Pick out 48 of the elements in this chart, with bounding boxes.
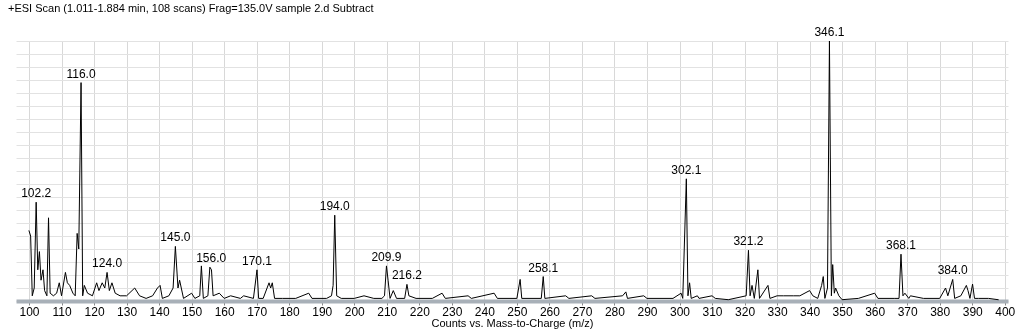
x-tick-label: 190 [312, 304, 333, 319]
x-tick-label: 170 [247, 304, 268, 319]
x-tick-label: 260 [539, 304, 561, 319]
annotation: 116.0 [66, 66, 96, 81]
x-tick-label: 130 [117, 304, 138, 319]
x-tick-label: 350 [832, 304, 853, 319]
chart-title: +ESI Scan (1.011-1.884 min, 108 scans) Frag=135.0V sample 2.d Subtract [8, 2, 374, 14]
x-tick-label: 370 [897, 304, 919, 319]
annotation: 216.2 [391, 268, 423, 283]
x-tick-label: 380 [930, 304, 951, 319]
x-tick-label: 240 [474, 304, 496, 319]
x-tick-label: 310 [702, 304, 723, 319]
annotation: 209.9 [371, 249, 402, 264]
x-tick-label: 270 [572, 304, 593, 319]
x-tick-label: 120 [84, 304, 105, 319]
annotation: 302.1 [671, 162, 702, 177]
annotation: 170.1 [241, 253, 273, 268]
x-tick-label: 220 [409, 304, 431, 319]
annotation: 145.0 [160, 230, 191, 245]
x-tick-label: 210 [377, 304, 398, 319]
annotation: 156.0 [196, 251, 227, 266]
annotation: 321.2 [733, 234, 764, 249]
x-tick-label: 340 [800, 304, 821, 319]
annotation: 346.1 [814, 25, 845, 39]
x-tick-label: 320 [735, 304, 756, 319]
annotation: 102.2 [21, 186, 52, 201]
x-tick-label: 140 [149, 304, 170, 319]
x-tick-label: 100 [19, 304, 40, 319]
x-tick-label: 160 [214, 304, 235, 319]
x-tick-label: 290 [637, 304, 658, 319]
annotation: 124.0 [92, 256, 123, 271]
x-tick-label: 200 [344, 304, 366, 319]
x-tick-label: 180 [279, 304, 301, 319]
x-tick-label: 330 [767, 304, 788, 319]
annotation: 258.1 [528, 260, 559, 275]
annotation: 194.0 [319, 199, 351, 214]
x-tick-label: 250 [507, 304, 528, 319]
x-tick-label: 390 [962, 304, 984, 319]
x-tick-label: 230 [442, 304, 463, 319]
annotation: 384.0 [937, 263, 969, 278]
x-tick-label: 400 [995, 304, 1016, 319]
annotation: 368.1 [885, 238, 917, 253]
x-tick-label: 150 [182, 304, 203, 319]
x-tick-label: 280 [604, 304, 626, 319]
x-axis-title: Counts vs. Mass-to-Charge (m/z) [431, 316, 594, 329]
x-tick-label: 110 [52, 304, 72, 319]
x-tick-label: 360 [865, 304, 886, 319]
x-tick-label: 300 [669, 304, 691, 319]
